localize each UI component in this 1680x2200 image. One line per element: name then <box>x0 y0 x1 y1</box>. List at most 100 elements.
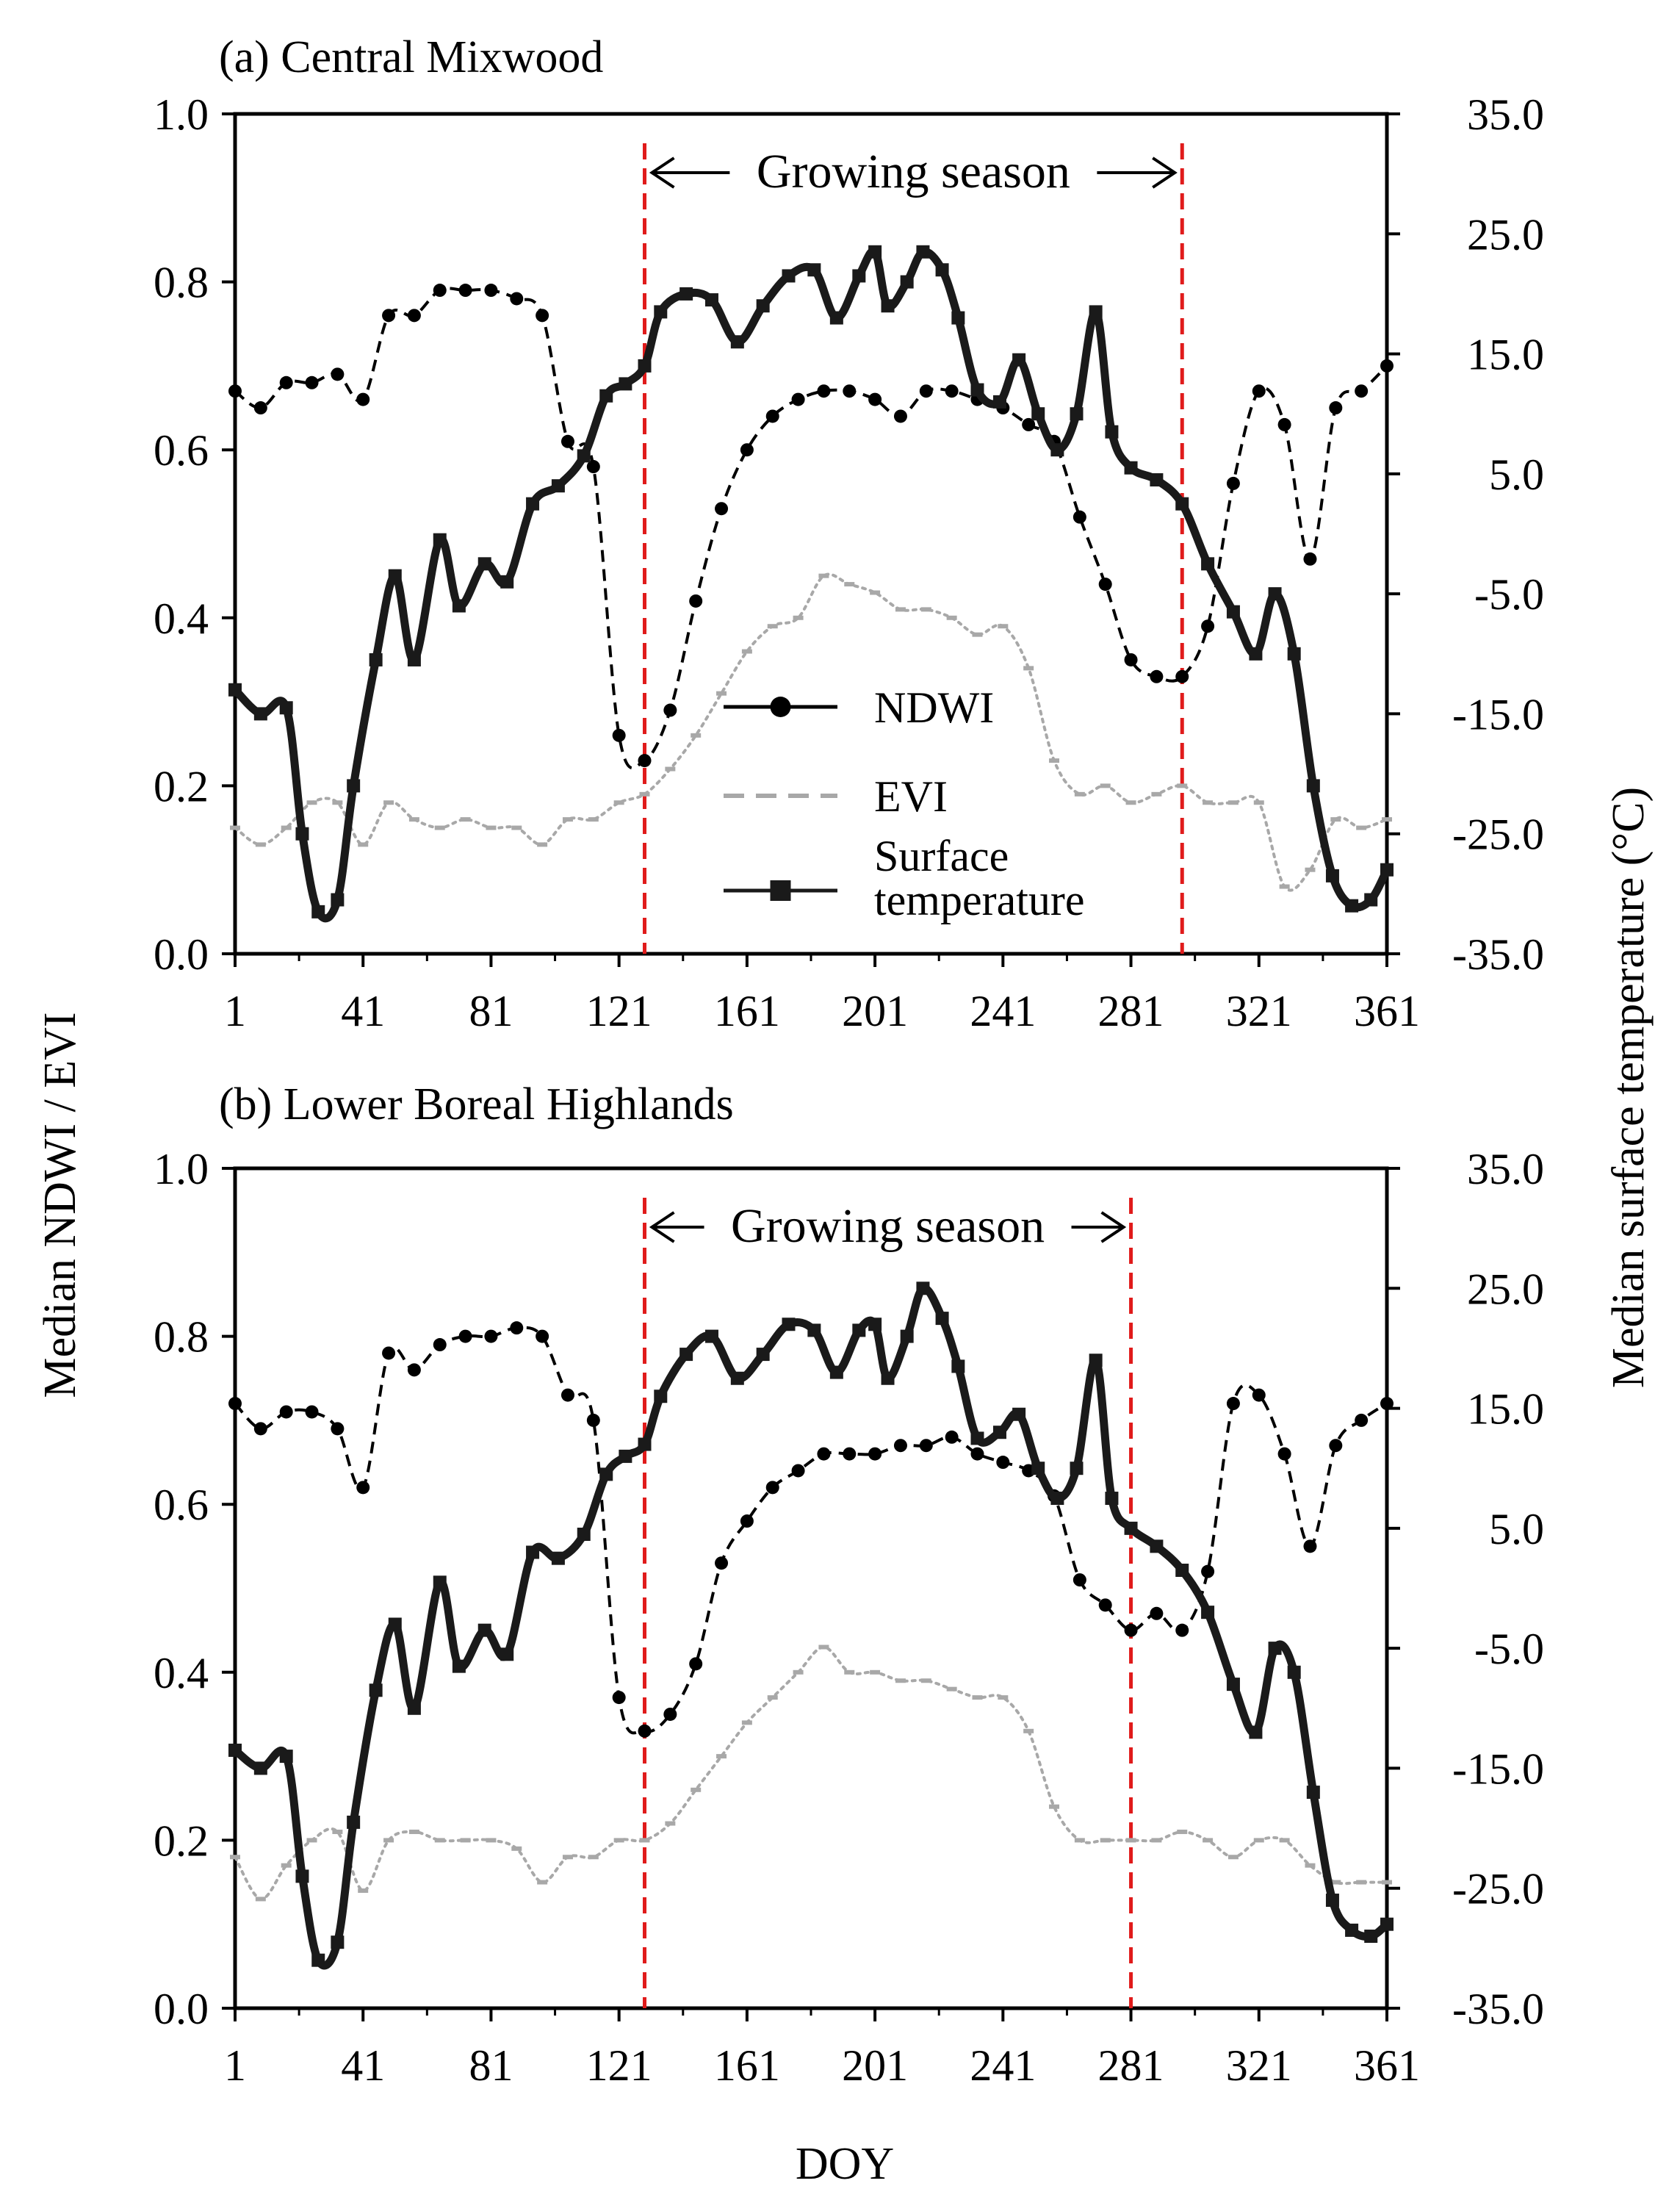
evi-point <box>306 800 317 805</box>
evi-point <box>1253 1838 1264 1843</box>
evi-point <box>281 1863 292 1868</box>
temperature-point <box>992 395 1006 409</box>
ndwi-point <box>1303 1539 1317 1553</box>
evi-point <box>1382 817 1392 822</box>
temperature-point <box>477 557 491 571</box>
temperature-point <box>1031 407 1045 421</box>
y2-tick-label: 5.0 <box>1489 450 1544 499</box>
ndwi-point <box>1380 1397 1394 1411</box>
temperature-point <box>331 1935 345 1949</box>
ndwi-point <box>893 409 907 423</box>
evi-point <box>998 1695 1009 1700</box>
ndwi-point <box>536 309 549 323</box>
ndwi-point <box>817 1447 831 1461</box>
ndwi-point <box>484 284 498 298</box>
evi-point <box>1330 817 1341 822</box>
y-tick-label: 0.4 <box>154 1649 209 1697</box>
ndwi-point <box>1252 1388 1266 1402</box>
ndwi-point <box>817 384 831 398</box>
ndwi-point <box>433 1338 447 1352</box>
evi-point <box>998 624 1009 629</box>
evi-point <box>408 817 419 822</box>
x-tick-label: 241 <box>970 2041 1036 2090</box>
y-tick-label: 0.4 <box>154 594 209 643</box>
x-tick-label: 281 <box>1098 2041 1164 2090</box>
evi-line <box>234 572 1388 892</box>
legend-temperature-marker <box>770 880 791 901</box>
x-tick-label: 201 <box>842 2041 908 2090</box>
ndwi-point <box>740 1514 754 1528</box>
evi-point <box>972 632 983 637</box>
temperature-point <box>388 1617 402 1631</box>
ndwi-point <box>715 502 729 516</box>
temperature-point <box>935 263 949 277</box>
y2-tick-label: -5.0 <box>1474 570 1544 619</box>
ndwi-point <box>893 1439 907 1453</box>
temperature-point <box>970 1431 984 1445</box>
x-tick-label: 81 <box>469 2041 513 2090</box>
temperature-point <box>829 311 843 325</box>
evi-point <box>1203 800 1214 805</box>
temperature-point <box>1325 1894 1339 1908</box>
temperature-point <box>900 1329 914 1343</box>
x-tick-label: 121 <box>586 2041 652 2090</box>
evi-point <box>358 1888 369 1893</box>
temperature-point <box>452 599 466 613</box>
evi-point <box>255 1897 266 1902</box>
temperature-point <box>730 335 744 349</box>
ndwi-point <box>638 754 652 768</box>
x-tick-label: 81 <box>469 987 513 1035</box>
temperature-point <box>347 779 361 793</box>
ndwi-point <box>1098 578 1112 592</box>
panel-title: (b) Lower Boreal Highlands <box>219 1079 734 1129</box>
evi-point <box>1305 1863 1316 1868</box>
evi-point <box>1227 800 1239 805</box>
temperature-point <box>1050 1492 1064 1506</box>
evi-point <box>1253 800 1264 805</box>
temperature-point <box>331 893 345 907</box>
temperature-point <box>868 245 882 259</box>
ndwi-point <box>791 392 805 406</box>
ndwi-point <box>1355 1413 1369 1427</box>
temperature-point <box>295 827 309 841</box>
evi-point <box>562 817 573 822</box>
season-label: Growing season <box>757 145 1070 198</box>
temperature-point <box>311 905 325 919</box>
season-label: Growing season <box>731 1199 1045 1253</box>
ndwi-point <box>560 1388 574 1402</box>
temperature-point <box>868 1318 882 1331</box>
temperature-point <box>619 377 632 391</box>
temperature-point <box>1089 1354 1103 1367</box>
evi-point <box>1177 1829 1188 1834</box>
panel-title: (a) Central Mixwood <box>219 32 603 82</box>
ndwi-point <box>715 1556 729 1570</box>
evi-point <box>741 649 752 654</box>
season-arrowhead-right <box>1100 1211 1127 1243</box>
legend-ndwi-label: NDWI <box>874 683 994 732</box>
chart-panel: (a) Central Mixwood 1 41 81 121 161 201 241 281 3… <box>154 32 1544 1035</box>
evi-point <box>895 607 906 612</box>
y2-tick-label: -25.0 <box>1452 1865 1544 1913</box>
temperature-point <box>1175 1564 1189 1578</box>
evi-point <box>793 615 804 620</box>
evi-point <box>1125 800 1136 805</box>
ndwi-point <box>356 1481 370 1495</box>
ndwi-point <box>945 384 959 398</box>
ndwi-point <box>1150 1606 1164 1620</box>
temperature-point <box>704 1329 718 1343</box>
temperature-point <box>526 497 540 511</box>
x-tick-label: 361 <box>1354 2041 1420 2090</box>
season-arrowhead-left <box>649 157 675 189</box>
temperature-point <box>1345 899 1359 913</box>
evi-point <box>818 573 829 578</box>
evi-point <box>844 582 855 587</box>
evi-point <box>486 825 497 830</box>
ndwi-point <box>765 1481 779 1495</box>
evi-point <box>1382 1880 1392 1885</box>
ndwi-point <box>663 703 677 717</box>
evi-point <box>1279 1838 1290 1843</box>
ndwi-point <box>407 309 421 323</box>
temperature-point <box>807 1323 821 1337</box>
